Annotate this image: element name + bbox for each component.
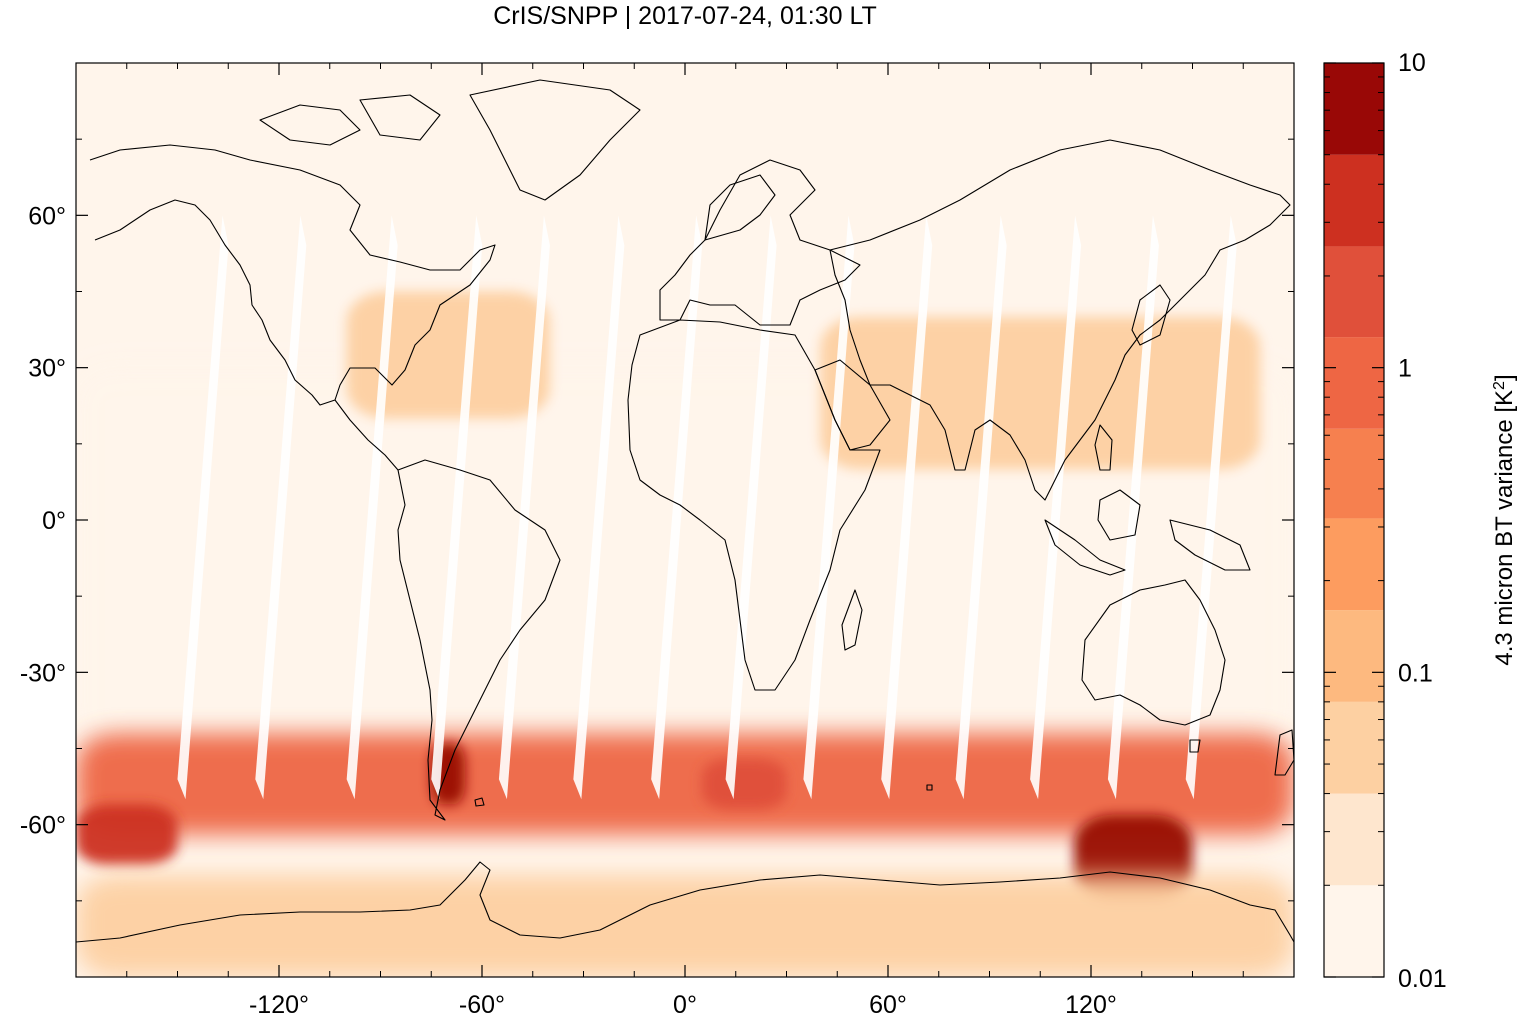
colorbar-level-0 [1324, 885, 1384, 977]
x-tick-label: 120° [1065, 991, 1117, 1019]
map-area [76, 63, 1294, 977]
colorbar-level-5 [1324, 428, 1384, 519]
plot-title: CrIS/SNPP | 2017-07-24, 01:30 LT [493, 2, 877, 30]
colorbar-tick-label: 1 [1398, 355, 1412, 383]
colorbar-label-sup: 2 [1491, 381, 1508, 390]
colorbar-frame [1323, 62, 1385, 978]
orbit-gap-5 [573, 215, 625, 800]
y-tick-label: -30° [20, 659, 66, 687]
y-tick-label: -60° [20, 812, 66, 840]
x-tick-label: 60° [869, 991, 907, 1019]
colorbar-level-6 [1324, 337, 1384, 429]
orbit-gap-12 [1107, 215, 1159, 800]
colorbar-tick-label: 0.1 [1398, 659, 1433, 687]
field-region-1 [346, 291, 550, 419]
colorbar-label-main: 4.3 micron BT variance [K [1491, 390, 1518, 666]
orbit-gap-4 [498, 215, 550, 800]
field-region-2 [820, 316, 1261, 470]
orbit-gap-11 [1030, 215, 1082, 800]
colorbar-level-4 [1324, 518, 1384, 611]
colorbar-tick-label: 0.01 [1398, 965, 1447, 993]
colorbar-level-3 [1324, 610, 1384, 702]
orbit-gap-6 [651, 215, 703, 800]
orbit-gap-10 [955, 215, 1007, 800]
orbit-gap-13 [1185, 215, 1237, 800]
field-region-4 [76, 804, 178, 866]
x-axis: -120° -60° 0° 60° 120° [126, 63, 1244, 1019]
colorbar-label-end: ] [1491, 374, 1518, 381]
orbit-gap-2 [346, 215, 398, 800]
field-region-6 [701, 758, 787, 810]
orbit-gap-7 [725, 215, 777, 800]
x-tick-label: -120° [249, 991, 309, 1019]
colorbar-level-7 [1324, 246, 1384, 338]
colorbar-level-8 [1324, 154, 1384, 247]
coastlines [76, 79, 1294, 943]
x-tick-label: -60° [459, 991, 505, 1019]
y-axis: 60° 30° 0° -30° -60° [20, 138, 1294, 902]
y-tick-label: 30° [28, 355, 66, 383]
colorbar-level-1 [1324, 793, 1384, 886]
y-tick-label: 60° [28, 202, 66, 230]
orbit-gap-1 [255, 215, 307, 800]
colorbar: 10 1 0.1 0.01 [1323, 49, 1447, 993]
y-tick-label: 0° [42, 507, 66, 535]
colorbar-level-2 [1324, 701, 1384, 794]
colorbar-tick-label: 10 [1398, 49, 1426, 77]
field-region-8 [76, 875, 1294, 977]
orbit-gaps [177, 215, 1237, 800]
colorbar-level-9 [1324, 63, 1384, 155]
orbit-gap-3 [431, 215, 483, 800]
x-tick-label: 0° [673, 991, 697, 1019]
colorbar-label: 4.3 micron BT variance [K2] [1491, 374, 1519, 665]
orbit-gap-0 [177, 215, 229, 800]
field-region-3 [76, 733, 1294, 835]
orbit-gap-9 [881, 215, 933, 800]
